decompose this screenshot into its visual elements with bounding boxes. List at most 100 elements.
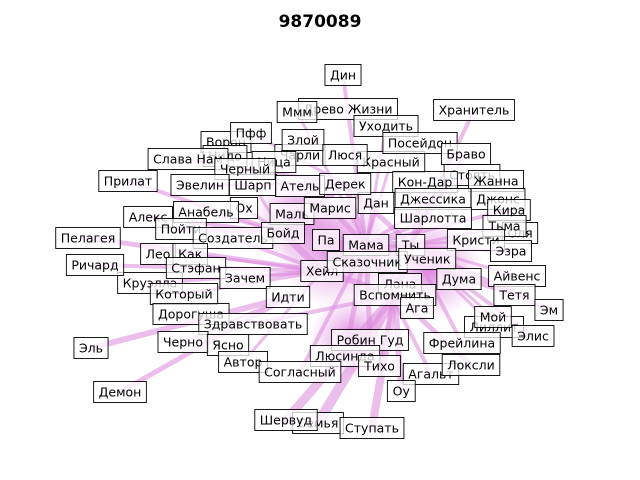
node-Демон: Демон: [93, 381, 147, 403]
node-label: Шарлотта: [400, 211, 467, 226]
node-box: [394, 207, 472, 229]
node-box: [198, 313, 308, 335]
node-layer: Древо ЖизниВоронНидоЧарлиКрасныйСтоятьНи…: [55, 64, 564, 439]
node-box: [534, 299, 564, 321]
node-Па: Па: [312, 229, 340, 251]
node-Элис: Элис: [511, 325, 555, 347]
node-Шарлотта: Шарлотта: [394, 207, 472, 229]
node-label: Пфф: [236, 126, 267, 141]
node-label: Лео: [146, 247, 171, 262]
node-label: Слава Нам: [153, 152, 223, 167]
node-label: Черный: [220, 162, 270, 177]
node-label: Мама: [348, 238, 384, 253]
node-label: Ммм: [282, 105, 312, 120]
node-box: [93, 381, 147, 403]
node-Древо Жизни: Древо Жизни: [298, 98, 398, 120]
node-box: [65, 254, 125, 276]
node-Дан: Дан: [357, 192, 395, 214]
node-box: [358, 355, 401, 377]
node-label: Маль: [275, 207, 309, 222]
node-label: Согласный: [264, 365, 336, 380]
node-box: [276, 101, 318, 123]
node-box: [281, 129, 325, 151]
node-box: [319, 173, 372, 195]
node-Анабель: Анабель: [172, 201, 240, 223]
node-Пфф: Пфф: [230, 122, 272, 144]
node-label: Хранитель: [439, 103, 510, 118]
node-label: Робин Гуд: [337, 333, 404, 348]
node-label: Ричард: [71, 258, 118, 273]
node-label: Айвенс: [494, 269, 541, 284]
node-label: Браво: [446, 147, 485, 162]
node-Стэфан: Стэфан: [165, 257, 227, 279]
node-label: Эм: [540, 303, 558, 318]
node-box: [55, 227, 121, 249]
node-label: Шервуд: [260, 413, 312, 428]
node-Сказочник: Сказочник: [326, 251, 408, 273]
node-Зачем: Зачем: [219, 267, 271, 289]
node-box: [339, 417, 405, 439]
node-Черный: Черный: [214, 158, 276, 180]
node-Согласный: Согласный: [258, 361, 342, 383]
node-Ричард: Ричард: [65, 254, 125, 276]
node-label: Демон: [99, 385, 142, 400]
chart-title: 9870089: [278, 12, 362, 32]
node-box: [511, 325, 555, 347]
node-label: Дума: [442, 272, 476, 287]
node-label: Люся: [328, 148, 362, 163]
node-label: Тихо: [363, 359, 395, 374]
node-box: [436, 268, 482, 290]
node-label: Жанна: [473, 174, 518, 189]
node-label: Шарп: [234, 178, 271, 193]
node-Тетя: Тетя: [493, 284, 536, 306]
node-label: Посейдон: [388, 136, 452, 151]
node-label: Кира: [493, 203, 526, 218]
node-Здравствовать: Здравствовать: [198, 313, 308, 335]
node-Ага: Ага: [400, 297, 434, 319]
node-Мой: Мой: [474, 306, 512, 328]
node-label: Дин: [330, 68, 356, 83]
node-box: [261, 222, 305, 244]
node-box: [357, 192, 395, 214]
node-box: [441, 354, 501, 376]
node-label: Здравствовать: [204, 317, 302, 332]
node-Черно: Черно: [157, 331, 209, 353]
node-box: [254, 409, 318, 431]
node-label: Дан: [363, 196, 389, 211]
node-label: Пелагея: [61, 231, 116, 246]
node-box: [490, 240, 532, 262]
node-box: [265, 286, 311, 308]
node-label: Элис: [517, 329, 549, 344]
node-Красный: Красный: [356, 151, 426, 173]
node-label: Зачем: [225, 271, 265, 286]
node-box: [382, 132, 458, 154]
node-box: [493, 284, 536, 306]
node-Шервуд: Шервуд: [254, 409, 318, 431]
node-box: [170, 174, 230, 196]
node-label: Уходить: [359, 119, 413, 134]
node-Эвелин: Эвелин: [170, 174, 230, 196]
node-box: [423, 332, 501, 354]
node-box: [73, 337, 109, 359]
node-label: Идти: [271, 290, 304, 305]
node-box: [98, 170, 158, 192]
node-box: [219, 267, 271, 289]
node-label: Тетя: [498, 288, 529, 303]
node-Айвенс: Айвенс: [488, 265, 546, 287]
node-box: [214, 158, 276, 180]
node-label: Атель: [281, 179, 320, 194]
node-label: Злой: [287, 133, 319, 148]
node-Атель: Атель: [275, 175, 325, 197]
node-Эзра: Эзра: [490, 240, 532, 262]
node-Дерек: Дерек: [319, 173, 372, 195]
node-box: [440, 143, 492, 165]
node-Марис: Марис: [303, 197, 357, 219]
node-label: Джессика: [400, 192, 466, 207]
node-Злой: Злой: [281, 129, 325, 151]
node-label: Ученик: [404, 252, 451, 267]
node-Фрейлина: Фрейлина: [423, 332, 501, 354]
node-label: Локсли: [447, 358, 495, 373]
node-label: Анабель: [178, 205, 233, 220]
